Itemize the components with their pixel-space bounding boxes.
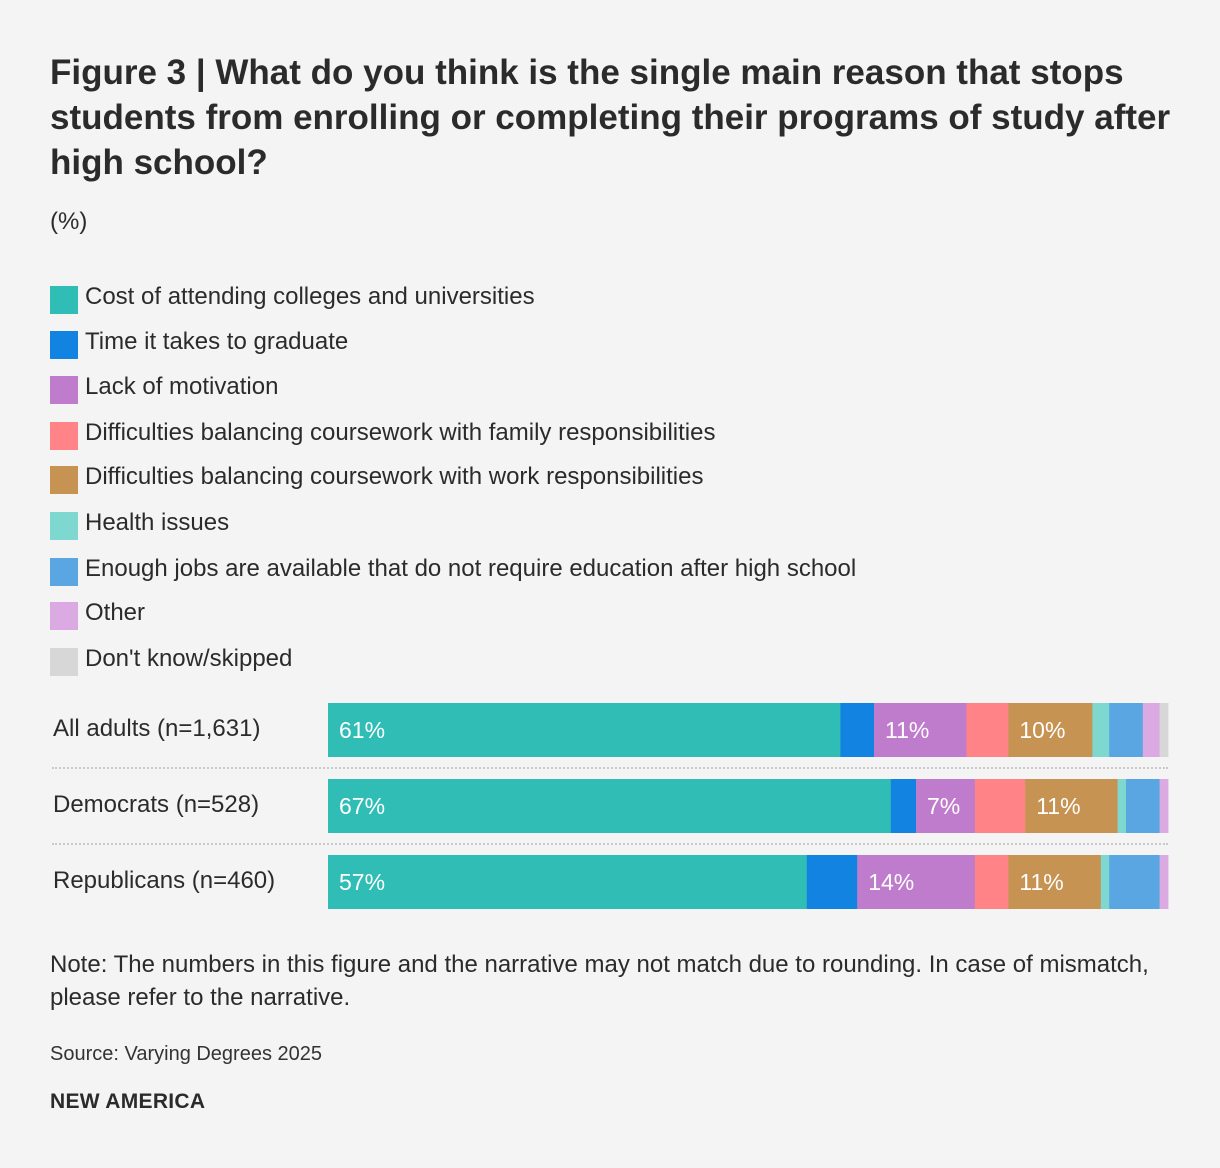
bar-segment — [328, 855, 808, 909]
bar-segment — [1142, 703, 1160, 757]
row-label-republicans: Republicans (n=460) — [53, 867, 276, 894]
bar-segment — [890, 779, 917, 833]
bar-segment — [1117, 779, 1127, 833]
bar-data-label: 10% — [1019, 717, 1065, 743]
legend-label: Cost of attending colleges and universit… — [85, 283, 535, 310]
bar-segment — [1100, 855, 1110, 909]
legend-label: Health issues — [85, 509, 230, 536]
legend-swatch — [50, 331, 78, 359]
bar-segment — [806, 855, 858, 909]
legend-label: Other — [85, 599, 146, 626]
bar-segment — [916, 779, 976, 833]
bar-data-label: 61% — [339, 717, 385, 743]
chart-source: Source: Varying Degrees 2025 — [50, 1043, 323, 1065]
legend-swatch — [50, 648, 78, 676]
row-label-democrats: Democrats (n=528) — [53, 791, 260, 818]
bar-data-label: 57% — [339, 869, 385, 895]
legend-swatch — [50, 558, 78, 586]
row-divider — [52, 843, 1168, 845]
legend-label: Lack of motivation — [85, 373, 279, 400]
bar-segment — [328, 779, 892, 833]
bar-data-label: 7% — [927, 793, 960, 819]
chart-title: Figure 3 | What do you think is the sing… — [50, 53, 1171, 182]
bar-segment — [966, 703, 1009, 757]
bar-segment — [328, 703, 841, 757]
legend-label: Time it takes to graduate — [85, 328, 349, 355]
legend-swatch — [50, 376, 78, 404]
bar-segment — [1025, 779, 1118, 833]
legend-label: Enough jobs are available that do not re… — [85, 555, 857, 582]
chart-subtitle: (%) — [50, 208, 88, 235]
bar-segment — [974, 855, 1009, 909]
legend-swatch — [50, 422, 78, 450]
bar-segment — [874, 703, 967, 757]
bar-segment — [1159, 703, 1169, 757]
bar-data-label: 11% — [885, 717, 929, 743]
bar-segment — [1008, 703, 1093, 757]
bar-segment — [840, 703, 875, 757]
bar-segment — [974, 779, 1026, 833]
brand-logo-text: NEW AMERICA — [50, 1090, 206, 1113]
legend-swatch — [50, 286, 78, 314]
legend-swatch — [50, 512, 78, 540]
bar-segment — [1126, 779, 1160, 833]
legend-label: Difficulties balancing coursework with w… — [85, 463, 704, 490]
bar-data-label: 11% — [1036, 793, 1080, 819]
row-divider — [52, 767, 1168, 769]
bar-segment — [1008, 855, 1102, 909]
bar-segment — [1109, 703, 1144, 757]
bar-segment — [857, 855, 976, 909]
bar-data-label: 11% — [1019, 869, 1063, 895]
legend-swatch — [50, 466, 78, 494]
bar-data-label: 67% — [339, 793, 385, 819]
legend-swatch — [50, 602, 78, 630]
chart-note: Note: The numbers in this figure and the… — [50, 951, 1149, 1011]
row-label-all-adults: All adults (n=1,631) — [53, 715, 261, 742]
bar-data-label: 14% — [868, 869, 914, 895]
bar-segment — [1092, 703, 1110, 757]
bar-segment — [1159, 779, 1169, 833]
bar-segment — [1109, 855, 1160, 909]
legend-label: Difficulties balancing coursework with f… — [85, 419, 716, 446]
legend-label: Don't know/skipped — [85, 645, 293, 672]
bar-segment — [1159, 855, 1169, 909]
